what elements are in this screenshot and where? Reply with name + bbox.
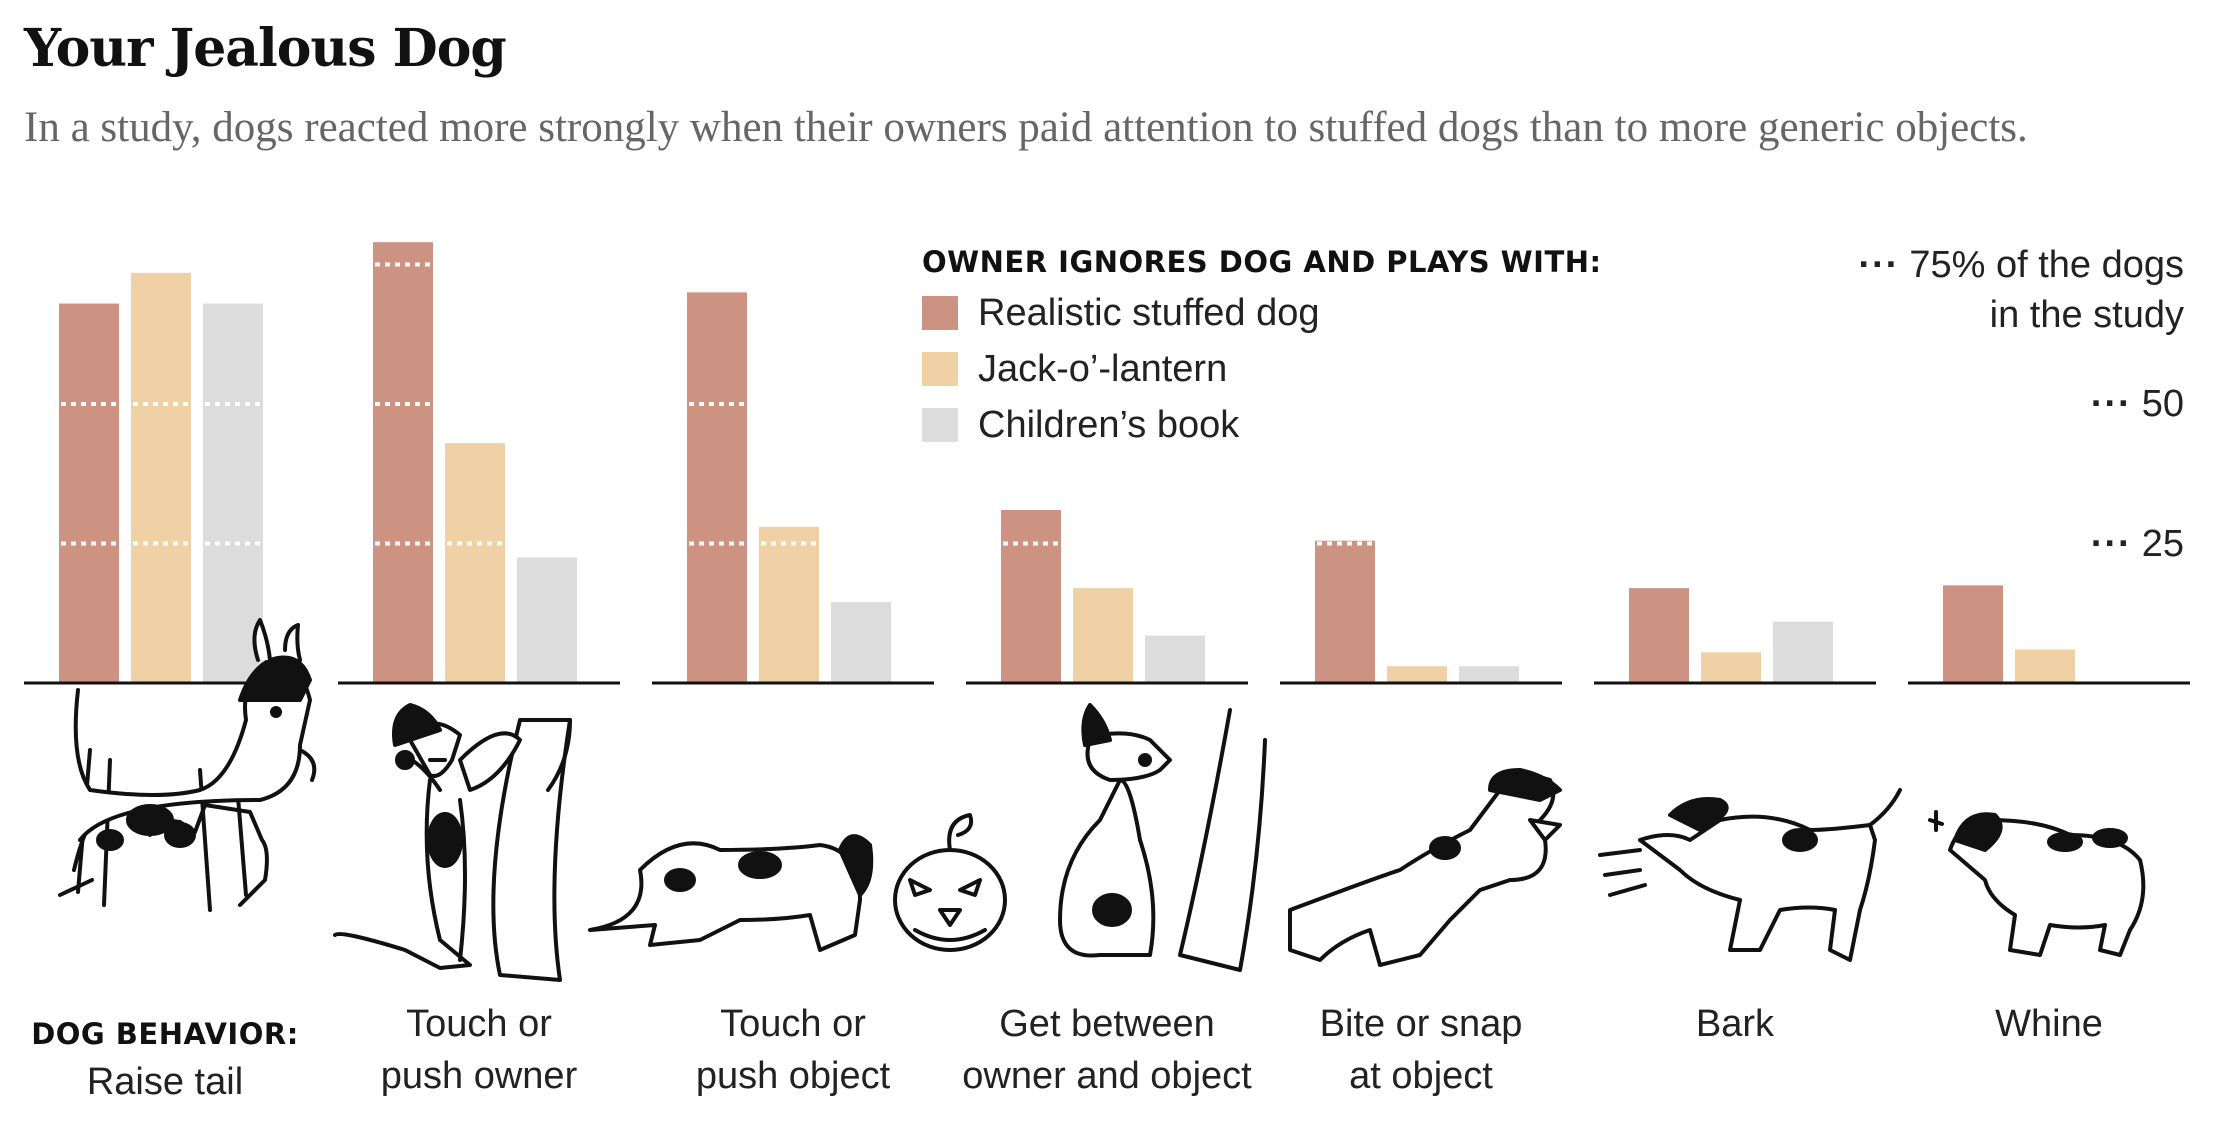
bar-1-1: [59, 303, 119, 683]
legend-label: Realistic stuffed dog: [978, 292, 1320, 334]
category-label-3: Touch or push object: [648, 998, 938, 1102]
legend-swatch: [922, 352, 958, 386]
legend-swatch: [922, 408, 958, 442]
legend-swatch: [922, 296, 958, 330]
legend-item: Jack-o’-lantern: [922, 348, 1227, 391]
bar-2-7: [2015, 649, 2075, 683]
dog-bark-illustration: [1598, 788, 1902, 962]
tick-label-50: ··· 50: [2091, 379, 2184, 429]
dog-raise-tail-illustration: [58, 618, 317, 912]
legend-item: Children’s book: [922, 404, 1239, 447]
bar-1-4: [1001, 510, 1061, 683]
category-label-line: at object: [1349, 1055, 1493, 1097]
tick-dots: ···: [1858, 243, 1900, 286]
bar-1-3: [687, 292, 747, 683]
legend-title: OWNER IGNORES DOG AND PLAYS WITH:: [922, 245, 1602, 279]
category-label-line: push object: [695, 1055, 891, 1097]
bars-layer: [59, 242, 2075, 683]
category-label-5: Bite or snap at object: [1276, 998, 1566, 1102]
bar-3-3: [831, 602, 891, 683]
tick-text: 75% of the dogs: [1909, 243, 2184, 286]
bar-1-5: [1315, 540, 1375, 683]
category-label-line: Whine: [1995, 1003, 2103, 1045]
dog-bite-snap-illustration: [1288, 768, 1562, 967]
bar-1-6: [1629, 588, 1689, 683]
category-label-7: Whine: [1904, 998, 2194, 1050]
bar-3-4: [1145, 635, 1205, 683]
category-label-line: Bark: [1695, 1003, 1775, 1045]
tick-label-75: ··· 75% of the dogs in the study: [1858, 240, 2184, 340]
category-label-line: Raise tail: [86, 1061, 244, 1103]
bar-3-5: [1459, 666, 1519, 683]
bar-1-7: [1943, 585, 2003, 683]
bar-3-6: [1773, 621, 1833, 683]
illustrations-layer: [58, 618, 2146, 982]
legend-label: Jack-o’-lantern: [978, 348, 1228, 390]
category-label-1: DOG BEHAVIOR: Raise tail: [20, 1010, 310, 1106]
gridlines-layer: [61, 262, 1379, 546]
category-label-4: Get between owner and object: [962, 998, 1252, 1102]
tick-text-line2: in the study: [1989, 293, 2184, 336]
tick-dots: ···: [2090, 522, 2132, 565]
dog-whine-illustration: [1928, 810, 2146, 957]
dog-touch-object-illustration: [588, 813, 1007, 952]
tick-text: 50: [2141, 383, 2184, 425]
bar-3-2: [517, 557, 577, 683]
dog-touch-owner-illustration: [333, 703, 572, 982]
tick-dots: ···: [2090, 383, 2132, 425]
legend-item: Realistic stuffed dog: [922, 292, 1320, 335]
chart-subtitle: In a study, dogs reacted more strongly w…: [24, 104, 2028, 151]
category-label-line: Bite or snap: [1319, 1003, 1523, 1045]
category-label-6: Bark: [1590, 998, 1880, 1050]
dog-get-between-illustration: [1058, 703, 1267, 972]
bar-3-1: [203, 303, 263, 683]
chart-title: Your Jealous Dog: [24, 18, 507, 79]
tick-label-25: ··· 25: [2091, 519, 2184, 569]
bar-1-2: [373, 242, 433, 683]
bar-2-2: [445, 443, 505, 683]
category-label-line: push owner: [380, 1055, 578, 1097]
bar-2-1: [131, 272, 191, 683]
bar-2-3: [759, 526, 819, 683]
bar-2-5: [1387, 666, 1447, 683]
tick-text: 25: [2141, 522, 2184, 565]
category-label-line: owner and object: [962, 1055, 1252, 1097]
category-label-line: Touch or: [720, 1003, 866, 1045]
category-label-line: Get between: [999, 1003, 1215, 1045]
legend-label: Children’s book: [978, 404, 1240, 446]
category-label-2: Touch or push owner: [334, 998, 624, 1102]
category-label-line: Touch or: [406, 1003, 552, 1045]
bar-2-6: [1701, 652, 1761, 683]
bar-2-4: [1073, 588, 1133, 683]
category-prefix: DOG BEHAVIOR:: [31, 1017, 299, 1051]
